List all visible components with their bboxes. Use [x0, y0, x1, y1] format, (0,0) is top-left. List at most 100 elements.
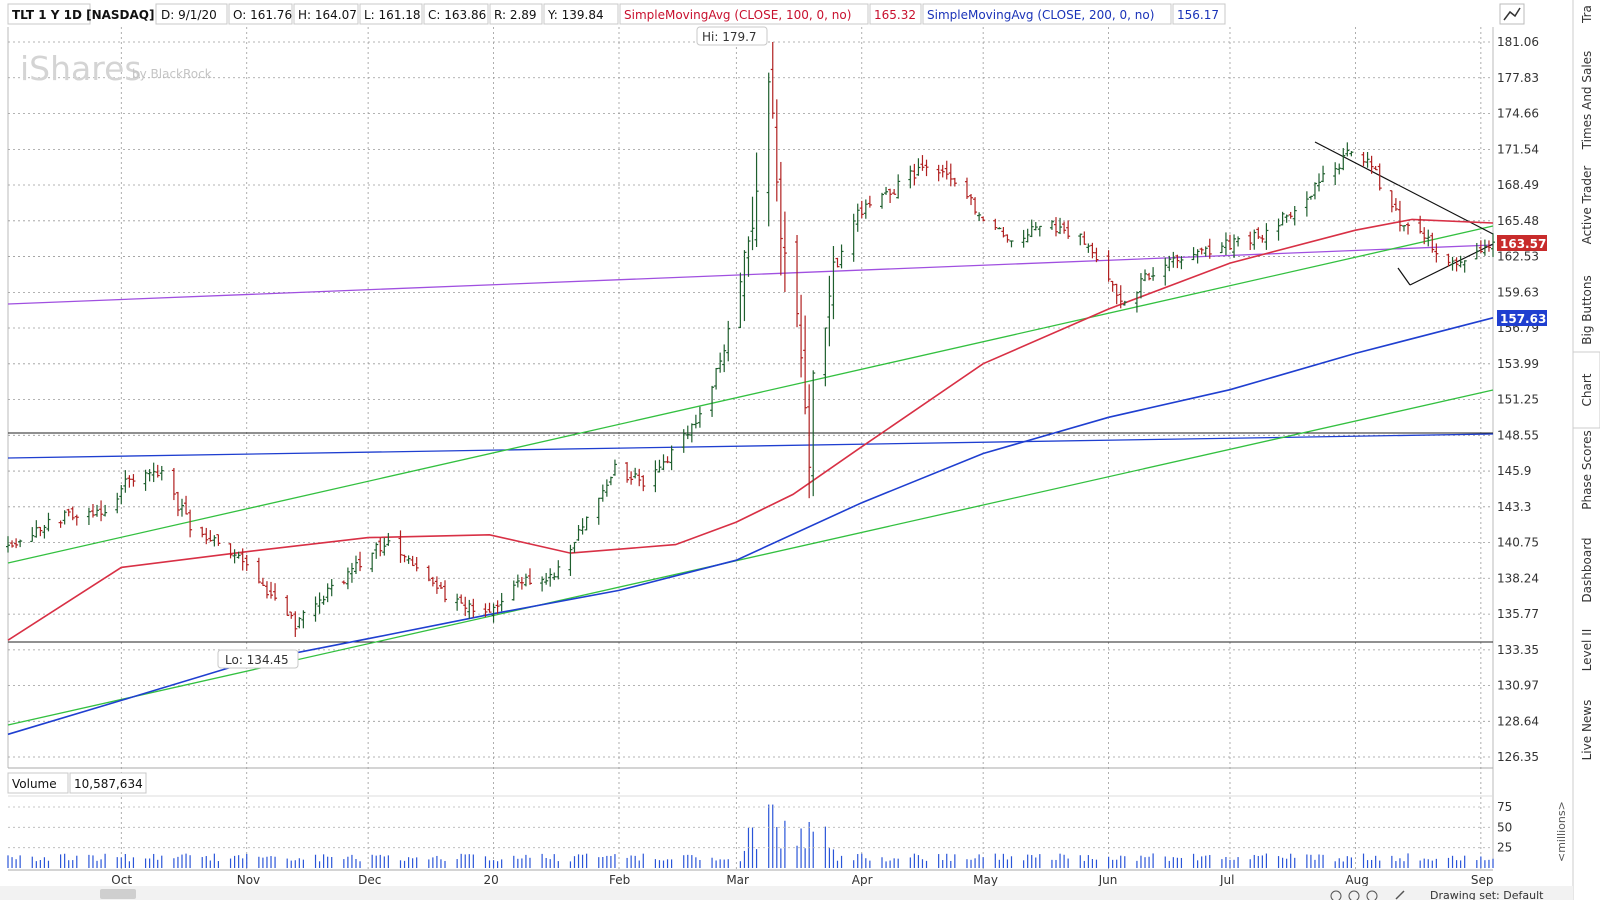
x-tick-label: 20	[484, 873, 499, 887]
info-date-box	[155, 3, 228, 25]
info-range: R: 2.89	[494, 8, 537, 22]
bottom-toolbar: Drawing set: Default	[0, 886, 1573, 902]
sma200-badge: 157.63	[1497, 310, 1547, 326]
drawing-set-label[interactable]: Drawing set: Default	[1430, 889, 1544, 902]
info-sma100-label-box	[619, 3, 869, 25]
side-tab[interactable]: Times And Sales	[1580, 51, 1594, 151]
lo-callout-text: Lo: 134.45	[225, 653, 289, 667]
y-tick-label: 130.97	[1497, 679, 1539, 693]
side-tab-chart-active	[1572, 351, 1600, 429]
info-close: C: 163.86	[428, 8, 486, 22]
y-tick-label: 128.64	[1497, 714, 1539, 728]
volume-axis: 75 50 25	[8, 800, 1512, 855]
blue-trendline	[7, 433, 1494, 459]
side-tab[interactable]: Level II	[1580, 629, 1594, 672]
info-open: O: 161.76	[233, 8, 292, 22]
chart-style-icon[interactable]	[1499, 3, 1525, 25]
info-sma100-label[interactable]: SimpleMovingAvg (CLOSE, 100, 0, no)	[624, 8, 851, 22]
info-symbol[interactable]: TLT 1 Y 1D [NASDAQ]	[12, 8, 154, 22]
grid	[8, 27, 1493, 870]
side-tab[interactable]: Active Trader	[1580, 166, 1594, 245]
x-tick-label: Apr	[852, 873, 873, 887]
x-tick-label: Dec	[358, 873, 381, 887]
info-symbol-box	[7, 3, 91, 25]
volume-label-box	[7, 772, 69, 794]
x-tick-label: Oct	[111, 873, 132, 887]
x-tick-label: Aug	[1345, 873, 1368, 887]
y-tick-label: 143.3	[1497, 500, 1531, 514]
triangle-upper	[1314, 141, 1494, 235]
info-sma100-value: 165.32	[874, 8, 916, 22]
scroll-thumb[interactable]	[100, 889, 136, 899]
info-close-box	[423, 3, 489, 25]
info-open-box	[228, 3, 293, 25]
lo-callout-box	[217, 649, 299, 669]
info-high: H: 164.07	[298, 8, 357, 22]
y-tick-label: 159.63	[1497, 285, 1539, 299]
side-tab[interactable]: Dashboard	[1580, 537, 1594, 602]
info-range-box	[489, 3, 543, 25]
y-tick-label: 165.48	[1497, 214, 1539, 228]
volume-tick-label: 25	[1497, 841, 1512, 855]
bottom-toolbar-bg	[0, 886, 1573, 900]
side-tab[interactable]: Live News	[1580, 700, 1594, 761]
x-tick-label: Jul	[1219, 873, 1234, 887]
info-high-box	[293, 3, 359, 25]
y-tick-label: 151.25	[1497, 393, 1539, 407]
info-low: L: 161.18	[364, 8, 421, 22]
y-tick-label: 148.55	[1497, 428, 1539, 442]
side-tabs[interactable]: Tra Times And Sales Active Trader Big Butto…	[1572, 0, 1600, 900]
triangle-edge	[1397, 267, 1411, 286]
y-tick-label: 145.9	[1497, 464, 1531, 478]
volume-unit: <millions>	[1555, 801, 1568, 862]
trendlines	[7, 141, 1494, 726]
volume-value-text: 10,587,634	[74, 777, 143, 791]
side-tab[interactable]: Phase Scores	[1580, 430, 1594, 510]
chart-style-icon-glyph	[1503, 7, 1521, 21]
y-tick-label: 140.75	[1497, 536, 1539, 550]
y-tick-label: 133.35	[1497, 643, 1539, 657]
x-tick-label: Jun	[1098, 873, 1118, 887]
green-channel-upper	[7, 225, 1494, 564]
x-axis: Oct Nov Dec 20 Feb Mar Apr May Jun Jul Aug Sep	[111, 873, 1493, 887]
volume-tick-label: 50	[1497, 820, 1512, 834]
x-tick-label: May	[973, 873, 998, 887]
y-tick-label: 177.83	[1497, 71, 1539, 85]
last-price-badge-text: 163.57	[1500, 237, 1546, 251]
x-tick-label: Sep	[1471, 873, 1494, 887]
info-bar: TLT 1 Y 1D [NASDAQ] D: 9/1/20 O: 161.76 …	[7, 3, 1226, 25]
y-tick-label: 153.99	[1497, 357, 1539, 371]
info-sma200-value: 156.17	[1177, 8, 1219, 22]
side-tab[interactable]: Big Buttons	[1580, 275, 1594, 344]
volume-label-text: Volume	[12, 777, 57, 791]
last-price-badge-bg	[1497, 235, 1547, 251]
watermark: iShares by BlackRock	[20, 49, 212, 88]
purple-trendline	[7, 244, 1494, 305]
watermark-by: by BlackRock	[132, 67, 212, 81]
last-price-badge: 163.57	[1497, 235, 1547, 251]
info-sma200-label[interactable]: SimpleMovingAvg (CLOSE, 200, 0, no)	[927, 8, 1154, 22]
side-tab[interactable]: Chart	[1580, 373, 1594, 406]
hi-callout-box	[696, 26, 768, 46]
info-date: D: 9/1/20	[161, 8, 217, 22]
green-channel-lower	[7, 389, 1494, 726]
y-tick-label: 181.06	[1497, 35, 1539, 49]
info-sma100-value-box	[869, 3, 922, 25]
sma200-badge-bg	[1497, 310, 1547, 326]
y-tick-label: 126.35	[1497, 750, 1539, 764]
sma200-badge-text: 157.63	[1500, 312, 1546, 326]
side-tab[interactable]: Tra	[1580, 5, 1594, 24]
info-year: Y: 139.84	[547, 8, 604, 22]
lo-callout: Lo: 134.45	[217, 649, 299, 669]
y-tick-label: 171.54	[1497, 142, 1539, 156]
pencil-icon[interactable]	[1395, 890, 1405, 900]
volume-label: Volume 10,587,634	[7, 772, 147, 794]
y-tick-label: 135.77	[1497, 607, 1539, 621]
y-tick-label: 168.49	[1497, 178, 1539, 192]
volume-value-box	[69, 772, 147, 794]
watermark-brand: iShares	[20, 49, 142, 88]
hi-callout: Hi: 179.7	[696, 26, 768, 46]
